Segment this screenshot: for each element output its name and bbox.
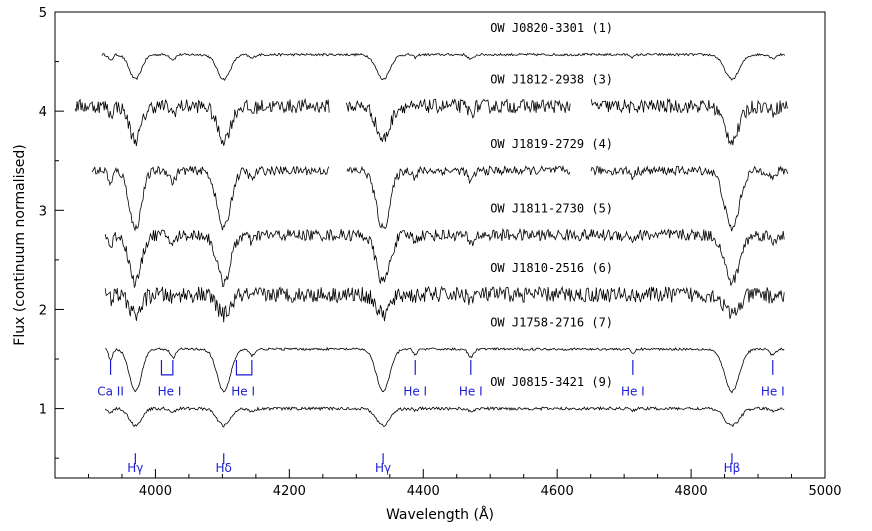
y-axis: 1 2 3 4 5: [39, 6, 64, 459]
line-marker-label: Hβ: [724, 461, 741, 475]
x-axis-label: Wavelength (Å): [386, 506, 494, 523]
line-marker-label: Hγ: [375, 461, 391, 475]
spectrum-line: [105, 346, 785, 394]
x-tick-label: 4000: [139, 484, 172, 499]
x-tick-label: 5000: [808, 484, 841, 499]
spectrum-line: [101, 52, 786, 81]
plot-frame: [54, 11, 826, 479]
series-label: OW J0820-3301 (1): [490, 21, 613, 35]
line-marker-label: He I: [231, 385, 255, 399]
line-marker-label: He I: [761, 385, 785, 399]
x-tick-label: 4400: [407, 484, 440, 499]
series-label: OW J1819-2729 (4): [490, 137, 613, 151]
x-tick-label: 4800: [675, 484, 708, 499]
y-tick-label: 3: [39, 204, 47, 219]
spectra-series: [74, 52, 789, 428]
series-label: OW J1812-2938 (3): [490, 72, 613, 86]
x-tick-label: 4600: [541, 484, 574, 499]
series-labels: OW J0820-3301 (1) OW J1812-2938 (3) OW J18…: [490, 21, 613, 389]
y-tick-label: 1: [39, 403, 47, 418]
y-tick-label: 2: [39, 303, 47, 318]
y-axis-label: Flux (continuum normalised): [12, 144, 28, 345]
line-marker-bracket: [160, 360, 174, 376]
series-label: OW J0815-3421 (9): [490, 375, 613, 389]
line-marker-bracket: [235, 360, 253, 376]
spectrum-line: [104, 227, 785, 289]
x-tick-label: 4200: [273, 484, 306, 499]
line-marker-label: He I: [621, 385, 645, 399]
y-tick-label: 4: [39, 105, 47, 120]
line-markers: Ca II He I He I He I He I He I He I Hγ Hδ Hγ Hβ: [97, 360, 785, 475]
spectrum-line: [104, 406, 785, 428]
line-marker-label: Hδ: [216, 461, 232, 475]
line-marker-label: Hγ: [127, 461, 143, 475]
spectrum-line: [91, 164, 789, 232]
series-label: OW J1758-2716 (7): [490, 315, 613, 329]
series-label: OW J1810-2516 (6): [490, 261, 613, 275]
x-axis: 4000 4200 4400 4600 4800 5000: [87, 469, 842, 499]
spectrum-line: [74, 97, 789, 147]
spectrum-line: [104, 285, 785, 323]
series-label: OW J1811-2730 (5): [490, 201, 613, 215]
line-marker-label: He I: [459, 385, 483, 399]
line-marker-label: Ca II: [97, 385, 124, 399]
y-tick-label: 5: [39, 6, 47, 21]
line-marker-label: He I: [403, 385, 427, 399]
line-marker-label: He I: [158, 385, 182, 399]
